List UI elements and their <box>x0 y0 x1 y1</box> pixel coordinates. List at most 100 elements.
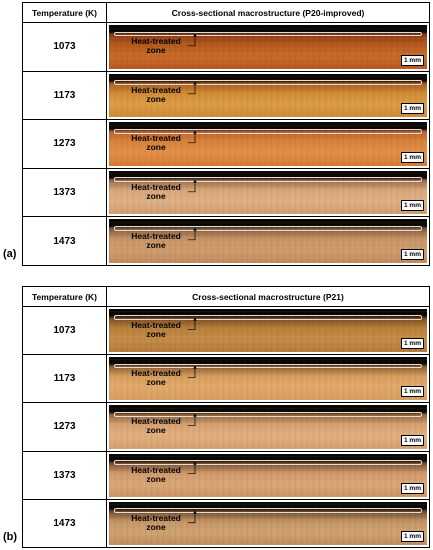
heat-treated-zone-outline <box>114 31 422 37</box>
macrostructure-table-a: Temperature (K) Cross-sectional macrostr… <box>22 2 430 266</box>
table-row: 1373 Heat-treated zone 1 mm <box>22 450 430 500</box>
macrostructure-image-cell: Heat-treated zone 1 mm <box>106 305 430 356</box>
temperature-cell: 1473 <box>22 216 107 266</box>
temperature-cell: 1073 <box>22 22 107 72</box>
temperature-column-header: Temperature (K) <box>22 286 107 307</box>
table-row: 1373 Heat-treated zone 1 mm <box>22 167 430 218</box>
temperature-cell: 1073 <box>22 305 107 356</box>
temperature-cell: 1273 <box>22 119 107 169</box>
macrostructure-image-cell: Heat-treated zone 1 mm <box>106 354 430 404</box>
temperature-cell: 1173 <box>22 354 107 404</box>
macrostructure-image: Heat-treated zone 1 mm <box>109 122 427 166</box>
panel-b-table: Temperature (K) Cross-sectional macrostr… <box>22 286 430 549</box>
heat-treated-zone-outline <box>114 225 422 231</box>
macrostructure-image: Heat-treated zone 1 mm <box>109 170 427 215</box>
heat-treated-zone-outline <box>114 315 422 321</box>
macrostructure-column-header: Cross-sectional macrostructure (P20-impr… <box>106 2 430 23</box>
heat-treated-zone-label: Heat-treated zone <box>131 230 181 250</box>
heat-treated-zone-label: Heat-treated zone <box>131 416 181 436</box>
heat-treated-zone-outline <box>114 128 422 134</box>
macrostructure-image: Heat-treated zone 1 mm <box>109 453 427 497</box>
scale-bar-label: 1 mm <box>401 531 424 542</box>
heat-treated-zone-label: Heat-treated zone <box>131 84 181 104</box>
macrostructure-image-cell: Heat-treated zone 1 mm <box>106 216 430 266</box>
scale-bar-line <box>407 54 423 56</box>
macrostructure-image: Heat-treated zone 1 mm <box>109 501 427 545</box>
pointer-arrow-icon <box>187 509 197 523</box>
table-row: 1173 Heat-treated zone 1 mm <box>22 354 430 404</box>
heat-treated-zone-label: Heat-treated zone <box>131 181 181 201</box>
heat-treated-zone-label: Heat-treated zone <box>131 464 181 484</box>
table-row: 1273 Heat-treated zone 1 mm <box>22 119 430 169</box>
scale-bar-label: 1 mm <box>401 386 424 398</box>
pointer-arrow-icon <box>187 227 197 241</box>
macrostructure-image-cell: Heat-treated zone 1 mm <box>106 450 430 500</box>
macrostructure-image: Heat-treated zone 1 mm <box>109 73 427 118</box>
heat-treated-zone-label: Heat-treated zone <box>131 133 181 153</box>
panel-a-table: Temperature (K) Cross-sectional macrostr… <box>22 2 430 266</box>
scale-bar-label: 1 mm <box>401 482 424 494</box>
scale-bar-line <box>407 338 423 340</box>
temperature-cell: 1473 <box>22 498 107 549</box>
macrostructure-image: Heat-treated zone 1 mm <box>109 219 427 263</box>
macrostructure-table-b: Temperature (K) Cross-sectional macrostr… <box>22 286 430 549</box>
macrostructure-image: Heat-treated zone 1 mm <box>109 309 427 353</box>
heat-treated-zone-label: Heat-treated zone <box>131 368 181 388</box>
panel-b-label: (b) <box>3 531 18 543</box>
table-row: 1173 Heat-treated zone 1 mm <box>22 70 430 121</box>
pointer-arrow-icon <box>187 461 197 475</box>
macrostructure-image-cell: Heat-treated zone 1 mm <box>106 70 430 121</box>
pointer-arrow-icon <box>187 33 197 47</box>
scale-bar-line <box>407 249 423 250</box>
scale-bar-line <box>407 200 423 202</box>
heat-treated-zone-label: Heat-treated zone <box>131 36 181 56</box>
temperature-cell: 1173 <box>22 70 107 121</box>
heat-treated-zone-outline <box>114 411 422 417</box>
scale-bar-line <box>407 103 423 105</box>
scale-bar-label: 1 mm <box>401 54 424 66</box>
temperature-cell: 1373 <box>22 167 107 218</box>
table-row: 1073 Heat-treated zone 1 mm <box>22 305 430 356</box>
temperature-column-header: Temperature (K) <box>22 2 107 23</box>
table-row: 1273 Heat-treated zone 1 mm <box>22 402 430 452</box>
pointer-arrow-icon <box>187 365 197 379</box>
scale-bar-label: 1 mm <box>401 249 424 260</box>
scale-bar-line <box>407 151 423 153</box>
pointer-arrow-icon <box>187 179 197 192</box>
scale-bar-label: 1 mm <box>401 200 424 212</box>
macrostructure-column-header: Cross-sectional macrostructure (P21) <box>106 286 430 307</box>
scale-bar-label: 1 mm <box>401 151 424 163</box>
scale-bar-label: 1 mm <box>401 103 424 115</box>
pointer-arrow-icon <box>187 81 197 95</box>
macrostructure-image: Heat-treated zone 1 mm <box>109 405 427 449</box>
scale-bar-line <box>407 386 423 388</box>
scale-bar-label: 1 mm <box>401 434 424 446</box>
macrostructure-image-cell: Heat-treated zone 1 mm <box>106 402 430 452</box>
pointer-arrow-icon <box>187 413 197 427</box>
scale-bar-label: 1 mm <box>401 338 424 350</box>
pointer-arrow-icon <box>187 317 197 330</box>
macrostructure-image-cell: Heat-treated zone 1 mm <box>106 498 430 549</box>
macrostructure-image: Heat-treated zone 1 mm <box>109 25 427 69</box>
macrostructure-image-cell: Heat-treated zone 1 mm <box>106 167 430 218</box>
panel-a-label: (a) <box>3 248 17 260</box>
scale-bar-line <box>407 531 423 532</box>
heat-treated-zone-outline <box>114 460 422 465</box>
macrostructure-image-cell: Heat-treated zone 1 mm <box>106 119 430 169</box>
heat-treated-zone-outline <box>114 363 422 369</box>
table-row: 1473 Heat-treated zone 1 mm <box>22 498 430 549</box>
heat-treated-zone-label: Heat-treated zone <box>131 512 181 532</box>
table-row: 1073 Heat-treated zone 1 mm <box>22 22 430 72</box>
temperature-cell: 1273 <box>22 402 107 452</box>
heat-treated-zone-label: Heat-treated zone <box>131 320 181 340</box>
macrostructure-image-cell: Heat-treated zone 1 mm <box>106 22 430 72</box>
heat-treated-zone-outline <box>114 177 422 183</box>
table-row: 1473 Heat-treated zone 1 mm <box>22 216 430 266</box>
temperature-cell: 1373 <box>22 450 107 500</box>
pointer-arrow-icon <box>187 130 197 144</box>
heat-treated-zone-outline <box>114 80 422 85</box>
macrostructure-image: Heat-treated zone 1 mm <box>109 357 427 401</box>
scale-bar-line <box>407 482 423 484</box>
scale-bar-line <box>407 434 423 436</box>
heat-treated-zone-outline <box>114 508 422 513</box>
